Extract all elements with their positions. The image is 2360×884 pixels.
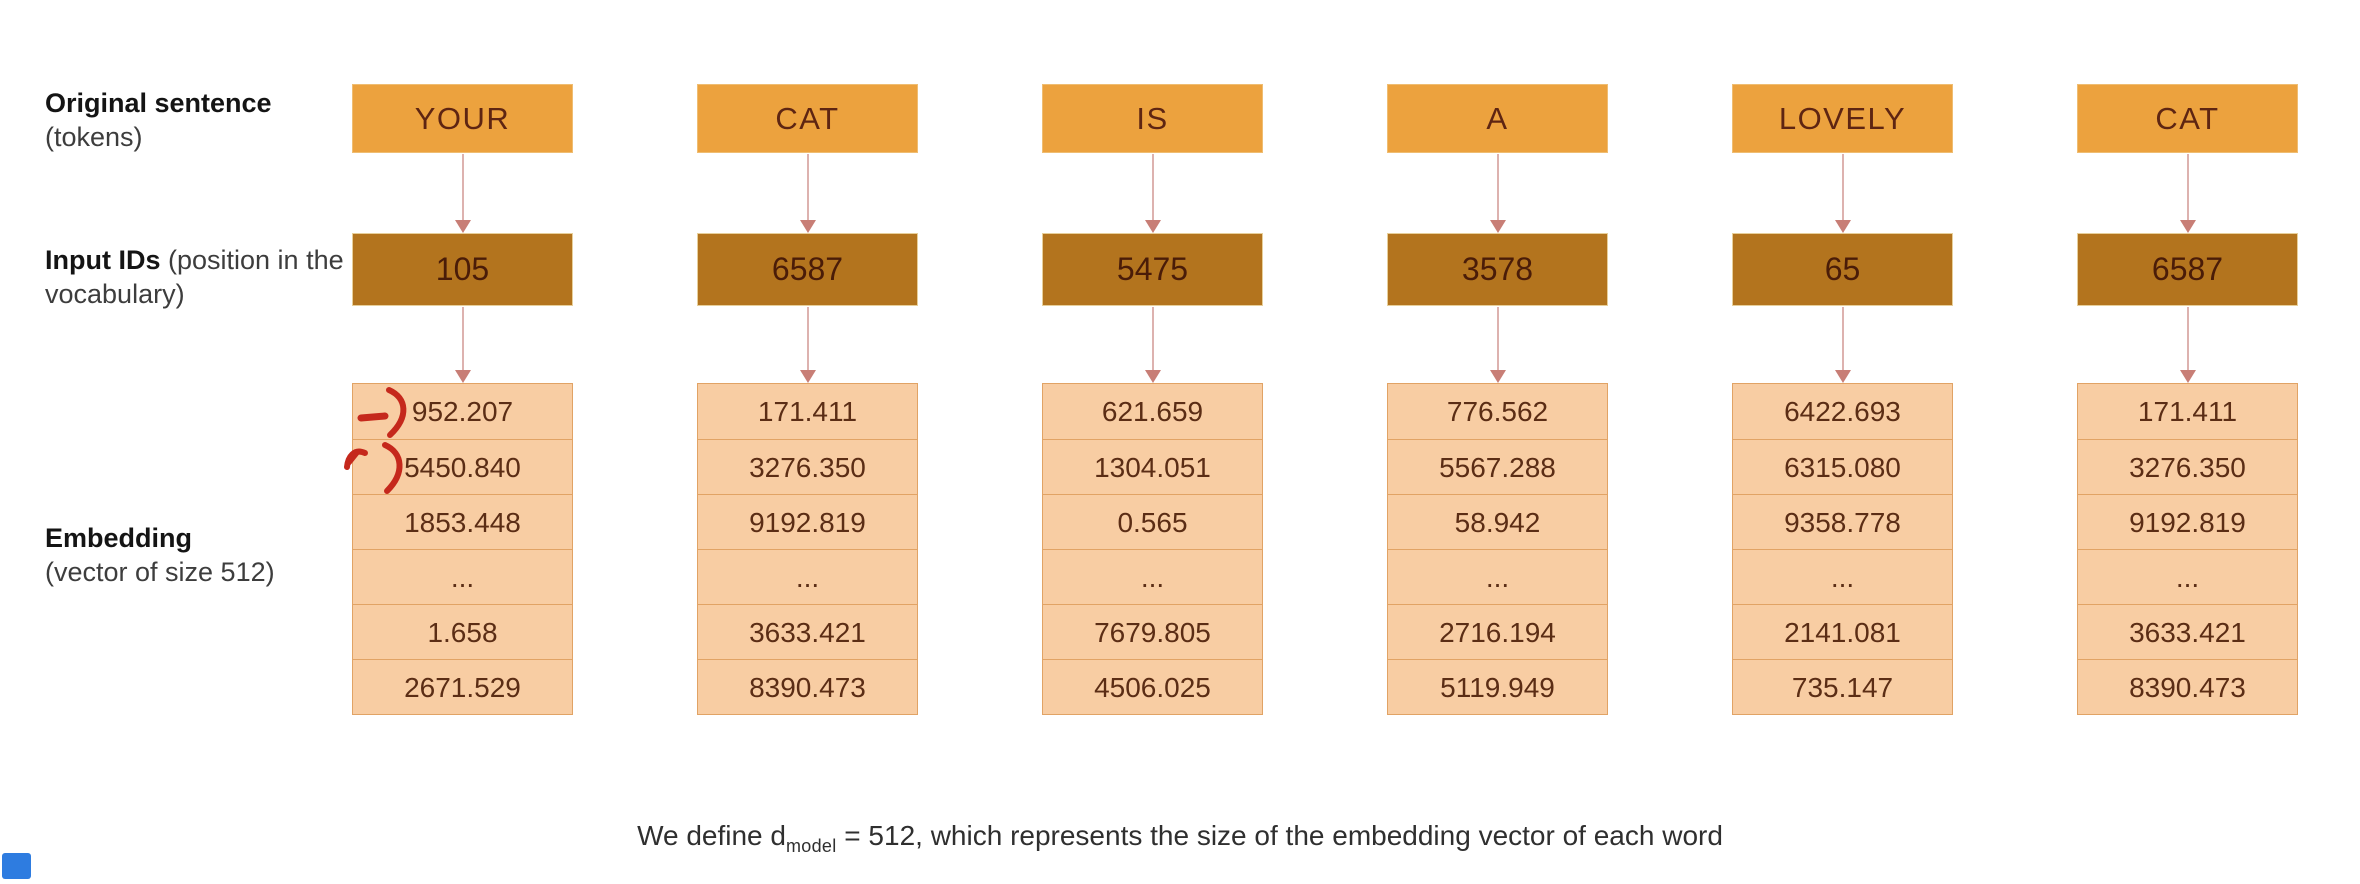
caption-suffix: = 512, which represents the size of the … <box>836 820 1723 851</box>
column-is: IS 5475 621.659 1304.051 0.565 ... 7679.… <box>1042 84 1263 715</box>
embedding-vector: 776.562 5567.288 58.942 ... 2716.194 511… <box>1387 383 1608 715</box>
embedding-vector: 621.659 1304.051 0.565 ... 7679.805 4506… <box>1042 383 1263 715</box>
input-id-box: 6587 <box>2077 233 2298 306</box>
embedding-value: 171.411 <box>757 396 858 427</box>
token-box: CAT <box>697 84 918 153</box>
arrow-down-icon <box>2179 154 2197 233</box>
embedding-value: 3633.421 <box>698 604 917 659</box>
label-original-sentence-bold: Original sentence <box>45 88 272 118</box>
label-embedding: Embedding (vector of size 512) <box>45 521 365 589</box>
embedding-vector: 171.411 3276.350 9192.819 ... 3633.421 8… <box>2077 383 2298 715</box>
embedding-value: ... <box>353 549 572 604</box>
embedding-value: 58.942 <box>1388 494 1607 549</box>
caption-d-model: We define dmodel = 512, which represents… <box>0 820 2360 857</box>
embedding-value: 1.658 <box>353 604 572 659</box>
token-box: CAT <box>2077 84 2298 153</box>
embedding-value: 8390.473 <box>698 659 917 714</box>
input-id-value: 65 <box>1824 251 1861 287</box>
embedding-value: 776.562 <box>1446 396 1549 427</box>
embedding-value: 3276.350 <box>698 439 917 494</box>
embedding-value: 2671.529 <box>353 659 572 714</box>
embedding-value: 0.565 <box>1043 494 1262 549</box>
arrow-down-icon <box>1489 154 1507 233</box>
input-id-value: 5475 <box>1116 251 1189 287</box>
token-box: A <box>1387 84 1608 153</box>
column-a: A 3578 776.562 5567.288 58.942 ... 2716.… <box>1387 84 1608 715</box>
column-cat: CAT 6587 171.411 3276.350 9192.819 ... 3… <box>697 84 918 715</box>
token-box: IS <box>1042 84 1263 153</box>
token-label: YOUR <box>414 100 511 136</box>
input-id-box: 5475 <box>1042 233 1263 306</box>
embedding-value: 5450.840 <box>353 439 572 494</box>
embedding-value: ... <box>2078 549 2297 604</box>
label-input-ids: Input IDs (position in the vocabulary) <box>45 243 365 311</box>
arrow-down-icon <box>1834 154 1852 233</box>
arrow-down-icon <box>1144 307 1162 383</box>
label-embedding-bold: Embedding <box>45 523 192 553</box>
label-original-sentence: Original sentence (tokens) <box>45 86 365 154</box>
embedding-value: 1853.448 <box>353 494 572 549</box>
arrow-down-icon <box>799 307 817 383</box>
embedding-value: ... <box>698 549 917 604</box>
embedding-value: 5567.288 <box>1388 439 1607 494</box>
column-lovely: LOVELY 65 6422.693 6315.080 9358.778 ...… <box>1732 84 1953 715</box>
input-id-value: 105 <box>435 251 490 287</box>
embedding-value: 3633.421 <box>2078 604 2297 659</box>
token-box: YOUR <box>352 84 573 153</box>
embedding-vector: 6422.693 6315.080 9358.778 ... 2141.081 … <box>1732 383 1953 715</box>
column-cat-2: CAT 6587 171.411 3276.350 9192.819 ... 3… <box>2077 84 2298 715</box>
input-id-box: 6587 <box>697 233 918 306</box>
token-label: IS <box>1136 100 1169 136</box>
embedding-value: 952.207 <box>411 396 514 427</box>
arrow-down-icon <box>454 154 472 233</box>
token-label: LOVELY <box>1778 100 1907 136</box>
arrow-down-icon <box>454 307 472 383</box>
embedding-vector: 952.207 5450.840 1853.448 ... 1.658 2671… <box>352 383 573 715</box>
label-input-ids-bold: Input IDs <box>45 245 161 275</box>
token-label: CAT <box>775 100 840 136</box>
embedding-value: 3276.350 <box>2078 439 2297 494</box>
input-id-box: 3578 <box>1387 233 1608 306</box>
arrow-down-icon <box>1834 307 1852 383</box>
arrow-down-icon <box>2179 307 2197 383</box>
embedding-value: 4506.025 <box>1043 659 1262 714</box>
embedding-value: 8390.473 <box>2078 659 2297 714</box>
column-your: YOUR 105 952.207 5450.840 1853.448 ... 1… <box>352 84 573 715</box>
input-id-box: 105 <box>352 233 573 306</box>
red-pen-annotation-icon <box>344 387 407 494</box>
token-box: LOVELY <box>1732 84 1953 153</box>
caption-prefix: We define d <box>637 820 786 851</box>
embedding-value: 7679.805 <box>1043 604 1262 659</box>
input-id-value: 3578 <box>1461 251 1534 287</box>
embedding-value: 171.411 <box>2137 396 2238 427</box>
embedding-value: 2141.081 <box>1733 604 1952 659</box>
label-embedding-sub: (vector of size 512) <box>45 557 275 587</box>
embedding-value: 9358.778 <box>1733 494 1952 549</box>
label-input-ids-sub: (position in the vocabulary) <box>45 245 344 309</box>
blue-corner-marker <box>2 853 31 879</box>
input-id-value: 6587 <box>2151 251 2224 287</box>
embedding-value: ... <box>1043 549 1262 604</box>
arrow-down-icon <box>799 154 817 233</box>
input-id-value: 6587 <box>771 251 844 287</box>
embedding-value: ... <box>1388 549 1607 604</box>
embedding-value: 621.659 <box>1101 396 1204 427</box>
arrow-down-icon <box>1144 154 1162 233</box>
embedding-value: 9192.819 <box>2078 494 2297 549</box>
embedding-value: 6422.693 <box>1784 396 1901 427</box>
token-label: CAT <box>2155 100 2220 136</box>
embedding-vector: 171.411 3276.350 9192.819 ... 3633.421 8… <box>697 383 918 715</box>
embedding-value: 2716.194 <box>1388 604 1607 659</box>
embedding-value: 1304.051 <box>1043 439 1262 494</box>
embedding-value: 5119.949 <box>1388 659 1607 714</box>
embedding-value: ... <box>1733 549 1952 604</box>
embedding-value: 9192.819 <box>698 494 917 549</box>
input-id-box: 65 <box>1732 233 1953 306</box>
arrow-down-icon <box>1489 307 1507 383</box>
embedding-value: 735.147 <box>1733 659 1952 714</box>
label-original-sentence-sub: (tokens) <box>45 122 143 152</box>
embedding-value: 6315.080 <box>1733 439 1952 494</box>
token-label: A <box>1486 100 1509 136</box>
caption-subscript: model <box>785 836 837 856</box>
